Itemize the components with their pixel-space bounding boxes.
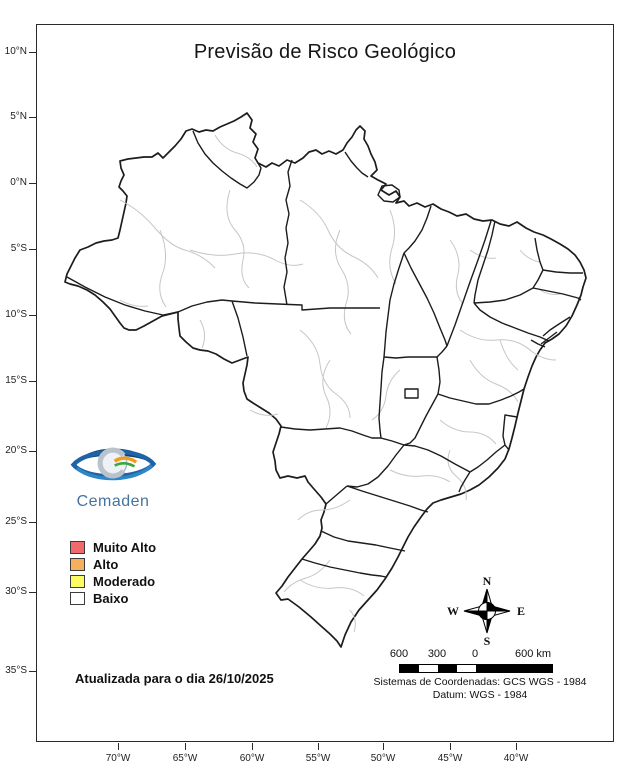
legend-label: Muito Alto: [93, 540, 157, 555]
lat-tick: [29, 249, 37, 251]
lat-label: 10°S: [5, 309, 27, 320]
page-title: Previsão de Risco Geológico: [193, 41, 457, 63]
coordinate-system-note: Sistemas de Coordenadas: GCS WGS - 1984 …: [358, 676, 602, 702]
lat-label: 5°S: [10, 243, 27, 254]
lon-label: 55°W: [305, 753, 331, 764]
lat-tick: [29, 522, 37, 524]
lat-tick: [29, 592, 37, 594]
lon-label: 60°W: [239, 753, 265, 764]
lon-label: 40°W: [503, 753, 529, 764]
cemaden-wordmark: Cemaden: [76, 493, 150, 510]
crs-line2: Datum: WGS - 1984: [432, 689, 528, 701]
lon-tick: [118, 743, 120, 750]
compass-north-label: N: [482, 574, 492, 588]
crs-line1: Sistemas de Coordenadas: GCS WGS - 1984: [373, 676, 587, 688]
lon-label: 65°W: [172, 753, 198, 764]
scale-segment: [419, 665, 438, 672]
lat-tick: [29, 52, 37, 54]
scale-bar: [399, 664, 553, 673]
legend-swatch-baixo: [70, 592, 85, 605]
lat-label: 35°S: [5, 665, 27, 676]
lat-tick: [29, 671, 37, 673]
lat-tick: [29, 183, 37, 185]
update-note: Atualizada para o dia 26/10/2025: [75, 671, 274, 686]
lon-tick: [318, 743, 320, 750]
lat-label: 25°S: [5, 516, 27, 527]
lon-label: 70°W: [105, 753, 131, 764]
legend-item-alto: Alto: [70, 556, 156, 573]
compass-west-label: W: [447, 604, 459, 618]
legend-swatch-moderado: [70, 575, 85, 588]
scale-label-300: 300: [427, 648, 447, 660]
lat-label: 10°N: [4, 46, 27, 57]
legend-label: Alto: [93, 557, 119, 572]
lon-tick: [383, 743, 385, 750]
legend-item-baixo: Baixo: [70, 590, 156, 607]
lat-tick: [29, 315, 37, 317]
lon-label: 50°W: [370, 753, 396, 764]
lon-tick: [252, 743, 254, 750]
legend-label: Moderado: [93, 574, 156, 589]
lat-tick: [29, 117, 37, 119]
lon-tick: [185, 743, 187, 750]
lon-tick: [516, 743, 518, 750]
risk-legend: Muito Alto Alto Moderado Baixo: [70, 539, 156, 607]
lat-label: 15°S: [5, 375, 27, 386]
scale-segment: [438, 665, 457, 672]
lat-label: 5°N: [10, 111, 27, 122]
legend-label: Baixo: [93, 591, 129, 606]
legend-swatch-alto: [70, 558, 85, 571]
scale-label-0: 0: [471, 648, 479, 660]
lat-label: 30°S: [5, 586, 27, 597]
compass-south-label: S: [483, 634, 491, 648]
lon-label: 45°W: [437, 753, 463, 764]
lat-label: 20°S: [5, 445, 27, 456]
lat-tick: [29, 381, 37, 383]
legend-item-moderado: Moderado: [70, 573, 156, 590]
scale-label-600-left: 600: [389, 648, 409, 660]
scale-label-600-km: 600 km: [514, 648, 552, 660]
cemaden-logo: Cemaden: [68, 436, 158, 511]
legend-swatch-muito-alto: [70, 541, 85, 554]
scale-segment: [400, 665, 419, 672]
lat-tick: [29, 451, 37, 453]
scale-segment: [476, 665, 552, 672]
cemaden-eye-icon: [70, 447, 157, 481]
map-frame: [36, 24, 614, 742]
lat-label: 0°N: [10, 177, 27, 188]
compass-east-label: E: [516, 604, 525, 618]
scale-segment: [457, 665, 476, 672]
legend-item-muito-alto: Muito Alto: [70, 539, 156, 556]
lon-tick: [450, 743, 452, 750]
